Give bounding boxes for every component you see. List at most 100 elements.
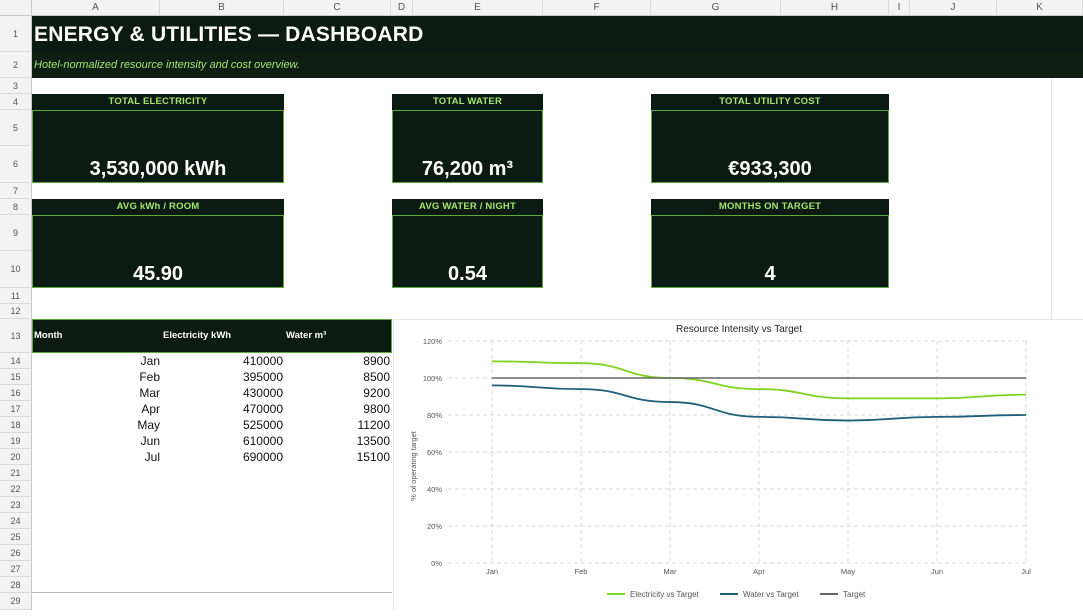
series-line-water-vs-target: [491, 384, 1027, 422]
grid-line: [1051, 78, 1052, 319]
title-band: [32, 16, 1083, 52]
column-header-e[interactable]: E: [413, 0, 543, 16]
kpi-value-avg-kwh-room: 45.90: [132, 263, 184, 285]
table-cell-month[interactable]: Mar: [139, 386, 160, 400]
x-tick-label: Jul: [1021, 567, 1031, 576]
chart-container[interactable]: Resource Intensity vs Target 0% 20% 40% 60% 8…: [393, 319, 1083, 610]
table-cell-electricity[interactable]: 410000: [242, 354, 283, 368]
kpi-card-total-water[interactable]: 76,200 m³: [392, 110, 543, 183]
x-tick-label: Mar: [664, 567, 677, 576]
row-header-7[interactable]: 7: [0, 183, 32, 199]
legend-label: Electricity vs Target: [630, 590, 700, 599]
row-header-23[interactable]: 23: [0, 497, 32, 513]
row-header-27[interactable]: 27: [0, 561, 32, 577]
table-cell-water[interactable]: 8500: [363, 370, 390, 384]
row-header-25[interactable]: 25: [0, 529, 32, 545]
row-header-29[interactable]: 29: [0, 593, 32, 610]
y-tick-label: 120%: [423, 337, 443, 346]
column-header-a[interactable]: A: [32, 0, 160, 16]
kpi-value-total-water: 76,200 m³: [421, 158, 514, 180]
row-header-10[interactable]: 10: [0, 251, 32, 288]
row-header-6[interactable]: 6: [0, 146, 32, 183]
row-header-17[interactable]: 17: [0, 401, 32, 417]
row-header-14[interactable]: 14: [0, 353, 32, 369]
column-header-b[interactable]: B: [160, 0, 284, 16]
row-header-13[interactable]: 13: [0, 319, 32, 353]
row-header-11[interactable]: 11: [0, 288, 32, 304]
row-header-2[interactable]: 2: [0, 52, 32, 78]
table-cell-electricity[interactable]: 395000: [242, 370, 283, 384]
row-header-28[interactable]: 28: [0, 577, 32, 593]
kpi-value-avg-water-night: 0.54: [448, 263, 487, 285]
table-cell-month[interactable]: May: [137, 418, 160, 432]
chart-title: Resource Intensity vs Target: [676, 324, 802, 335]
table-header-row: [32, 319, 392, 353]
column-header-g[interactable]: G: [651, 0, 781, 16]
table-cell-electricity[interactable]: 690000: [242, 450, 283, 464]
kpi-label-avg-kwh-room: AVG kWh / ROOM: [32, 199, 284, 215]
row-header-4[interactable]: 4: [0, 94, 32, 110]
y-tick-label: 80%: [427, 411, 442, 420]
kpi-card-total-utility-cost[interactable]: €933,300: [651, 110, 889, 183]
line-chart: Resource Intensity vs Target 0% 20% 40% 60% 8…: [409, 324, 1031, 599]
row-header-8[interactable]: 8: [0, 199, 32, 215]
kpi-card-total-electricity[interactable]: 3,530,000 kWh: [32, 110, 284, 183]
table-cell-water[interactable]: 13500: [356, 434, 390, 448]
table-cell-month[interactable]: Apr: [141, 402, 160, 416]
row-header-20[interactable]: 20: [0, 449, 32, 465]
kpi-value-total-utility-cost: €933,300: [728, 158, 812, 180]
table-header-water[interactable]: Water m³: [286, 330, 327, 341]
table-header-electricity[interactable]: Electricity kWh: [163, 330, 232, 341]
y-tick-label: 100%: [423, 374, 443, 383]
select-all-corner[interactable]: [0, 0, 32, 16]
table-cell-water[interactable]: 15100: [356, 450, 390, 464]
row-header-24[interactable]: 24: [0, 513, 32, 529]
table-cell-month[interactable]: Feb: [139, 370, 160, 384]
row-header-26[interactable]: 26: [0, 545, 32, 561]
column-header-c[interactable]: C: [284, 0, 391, 16]
table-cell-electricity[interactable]: 470000: [242, 402, 283, 416]
kpi-label-months-on-target: MONTHS ON TARGET: [651, 199, 889, 215]
column-header-i[interactable]: I: [889, 0, 910, 16]
column-header-f[interactable]: F: [543, 0, 651, 16]
table-cell-water[interactable]: 9800: [363, 402, 390, 416]
kpi-card-avg-kwh-room[interactable]: 45.90: [32, 215, 284, 288]
row-header-21[interactable]: 21: [0, 465, 32, 481]
table-cell-water[interactable]: 9200: [363, 386, 390, 400]
table-header-month[interactable]: Month: [34, 330, 63, 341]
column-header-h[interactable]: H: [781, 0, 889, 16]
table-cell-month[interactable]: Jan: [140, 354, 160, 368]
table-cell-electricity[interactable]: 430000: [242, 386, 283, 400]
row-header-19[interactable]: 19: [0, 433, 32, 449]
table-cell-water[interactable]: 11200: [357, 418, 390, 432]
row-header-12[interactable]: 12: [0, 304, 32, 319]
kpi-card-months-on-target[interactable]: 4: [651, 215, 889, 288]
dashboard-subtitle: Hotel-normalized resource intensity and …: [34, 59, 300, 71]
kpi-card-avg-water-night[interactable]: 0.54: [392, 215, 543, 288]
y-tick-label: 20%: [427, 522, 442, 531]
table-cell-electricity[interactable]: 610000: [242, 434, 283, 448]
kpi-label-avg-water-night: AVG WATER / NIGHT: [392, 199, 543, 215]
row-header-18[interactable]: 18: [0, 417, 32, 433]
kpi-value-total-electricity: 3,530,000 kWh: [89, 158, 227, 180]
row-header-15[interactable]: 15: [0, 369, 32, 385]
row-header-5[interactable]: 5: [0, 110, 32, 146]
x-tick-label: Jan: [486, 567, 498, 576]
x-tick-label: Jun: [931, 567, 943, 576]
column-header-k[interactable]: K: [997, 0, 1083, 16]
table-cell-electricity[interactable]: 525000: [242, 418, 283, 432]
y-tick-label: 0%: [431, 559, 442, 568]
kpi-label-total-utility-cost: TOTAL UTILITY COST: [651, 94, 889, 110]
table-cell-month[interactable]: Jul: [144, 450, 160, 464]
row-header-22[interactable]: 22: [0, 481, 32, 497]
table-cell-water[interactable]: 8900: [363, 354, 390, 368]
dashboard-title: ENERGY & UTILITIES — DASHBOARD: [34, 23, 424, 46]
column-header-d[interactable]: D: [391, 0, 413, 16]
row-header-3[interactable]: 3: [0, 78, 32, 94]
row-header-1[interactable]: 1: [0, 16, 32, 52]
row-header-9[interactable]: 9: [0, 215, 32, 251]
subtitle-band: [32, 52, 1083, 78]
column-header-j[interactable]: J: [910, 0, 997, 16]
row-header-16[interactable]: 16: [0, 385, 32, 401]
table-cell-month[interactable]: Jun: [140, 434, 160, 448]
